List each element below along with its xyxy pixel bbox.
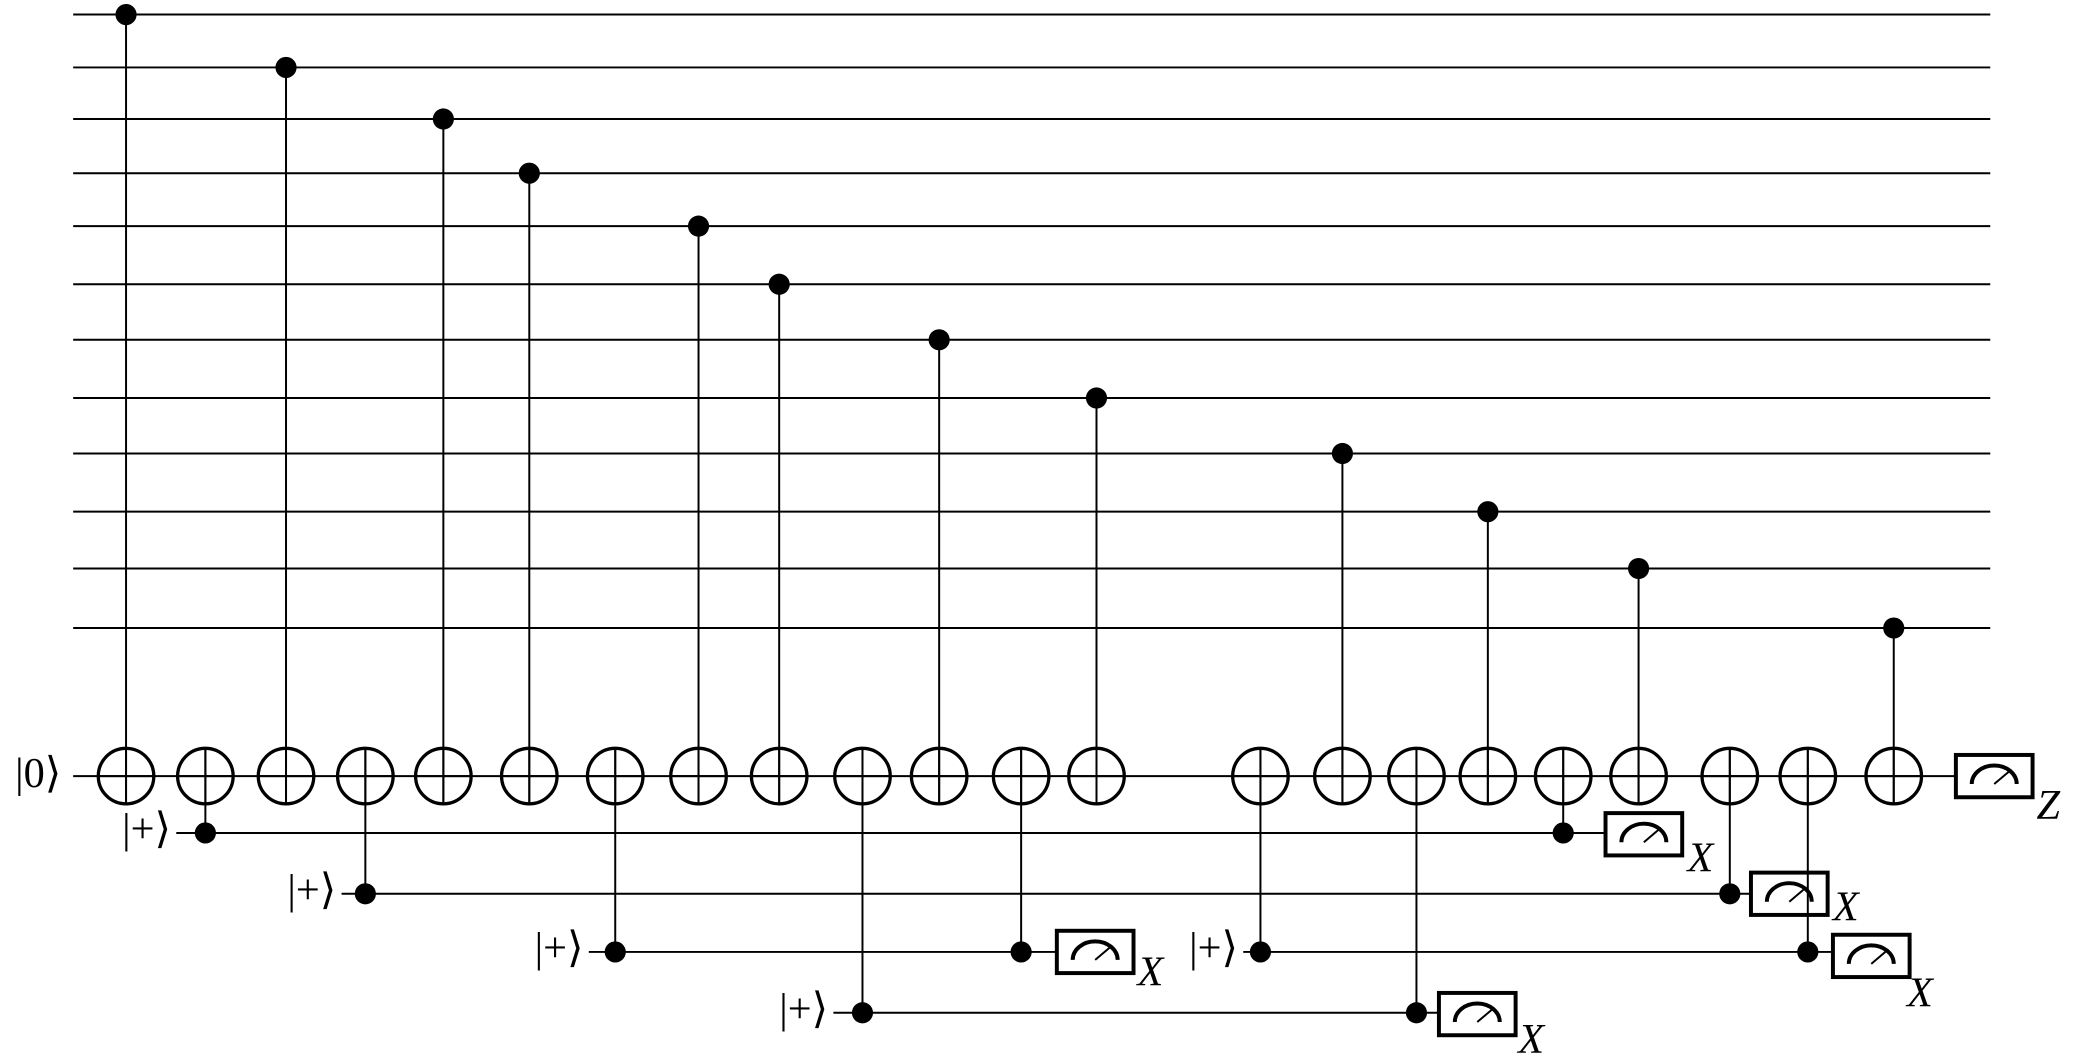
control-dot xyxy=(1249,941,1272,963)
control-dot xyxy=(604,941,626,963)
control-dot xyxy=(1405,1002,1428,1024)
meter-arc xyxy=(1070,939,1120,961)
ancilla-state: |+⟩ xyxy=(287,866,336,913)
meter-needle xyxy=(1094,944,1114,961)
meter-needle xyxy=(1993,768,2013,785)
control-dot xyxy=(1331,442,1353,465)
control-dot xyxy=(115,3,137,26)
control-dot xyxy=(1883,617,1905,639)
control-dot xyxy=(687,215,710,237)
control-dot xyxy=(1797,941,1819,963)
meter-arc xyxy=(1846,943,1896,964)
control-dot xyxy=(1552,822,1574,844)
measure-basis: X xyxy=(1905,970,1935,1017)
control-dot xyxy=(432,108,454,130)
ancilla-state: |+⟩ xyxy=(535,925,584,972)
input-state: |0⟩ xyxy=(15,750,61,797)
ancilla-state: |+⟩ xyxy=(779,985,828,1032)
meter-needle xyxy=(1643,826,1662,843)
control-dot xyxy=(275,56,297,79)
control-dot xyxy=(928,329,950,351)
measurement xyxy=(1603,811,1685,858)
control-dot xyxy=(851,1002,874,1024)
control-dot xyxy=(768,273,790,295)
control-dot xyxy=(194,822,216,844)
control-dot xyxy=(1010,941,1032,963)
measure-basis: X xyxy=(1135,948,1165,995)
meter-needle xyxy=(1870,948,1890,965)
control-dot xyxy=(518,162,540,184)
meter-arc xyxy=(1452,1001,1502,1023)
measure-basis: X xyxy=(1831,884,1861,931)
control-dot xyxy=(1477,501,1499,523)
control-dot xyxy=(1627,557,1650,580)
meter-needle xyxy=(1788,886,1808,903)
ancilla-state: |+⟩ xyxy=(122,806,171,853)
ancilla-state: |+⟩ xyxy=(1189,925,1238,972)
measure-basis: X xyxy=(1685,835,1715,882)
control-dot xyxy=(1719,883,1741,905)
measure-basis: X xyxy=(1516,1016,1546,1063)
measurement xyxy=(1054,928,1136,976)
output-basis: Z xyxy=(2037,782,2061,829)
measurement xyxy=(1953,752,2035,800)
meter-arc xyxy=(1969,763,2019,785)
control-dot xyxy=(1085,387,1108,409)
meter-needle xyxy=(1476,1006,1496,1023)
measurement xyxy=(1830,932,1912,980)
control-dot xyxy=(354,883,376,905)
meter-arc xyxy=(1619,821,1669,843)
measurement xyxy=(1748,870,1830,917)
measurement xyxy=(1436,990,1518,1038)
meter-arc xyxy=(1764,881,1814,902)
